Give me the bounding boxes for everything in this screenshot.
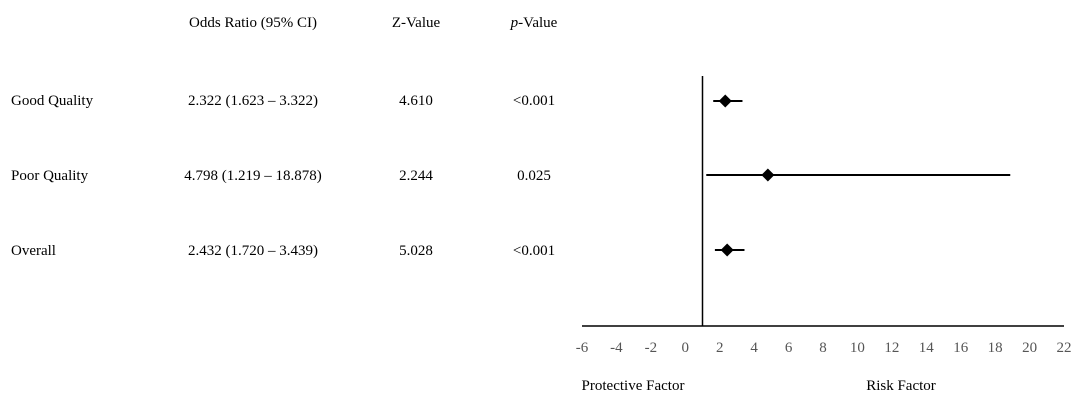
row-label-poor-quality: Poor Quality: [11, 168, 89, 184]
protective-factor-label: Protective Factor: [581, 378, 685, 394]
row-p-poor-quality: 0.025: [517, 168, 551, 184]
x-tick-label: 18: [988, 340, 1003, 356]
x-tick-label: 10: [850, 340, 865, 356]
header-p-value: p-Value: [511, 14, 558, 32]
x-tick-label: 14: [919, 340, 935, 356]
row-or-overall: 2.432 (1.720 – 3.439): [188, 243, 318, 259]
row-z-overall: 5.028: [399, 243, 433, 259]
estimate-marker-good-quality: [718, 94, 732, 108]
header-p-italic: p: [510, 15, 519, 31]
x-tick-label: 22: [1057, 340, 1072, 356]
row-label-good-quality: Good Quality: [11, 93, 94, 109]
x-tick-label: 8: [819, 340, 827, 356]
header-z-value: Z-Value: [391, 15, 441, 31]
x-tick-label: -2: [645, 340, 658, 356]
row-label-overall: Overall: [11, 243, 56, 259]
x-tick-label: 6: [785, 340, 793, 356]
x-tick-label: 16: [953, 340, 969, 356]
row-z-poor-quality: 2.244: [399, 168, 433, 184]
estimate-marker-poor-quality: [761, 168, 775, 182]
row-or-good-quality: 2.322 (1.623 – 3.322): [188, 93, 318, 109]
x-tick-label: 12: [884, 340, 899, 356]
row-p-overall: <0.001: [512, 243, 556, 259]
x-tick-label: 20: [1022, 340, 1037, 356]
x-tick-label: -6: [576, 340, 589, 356]
x-tick-label: 0: [682, 340, 690, 356]
x-tick-label: 4: [750, 340, 758, 356]
header-odds-ratio: Odds Ratio (95% CI): [189, 15, 317, 31]
row-or-poor-quality: 4.798 (1.219 – 18.878): [184, 168, 322, 184]
row-p-good-quality: <0.001: [512, 93, 556, 109]
estimate-marker-overall: [720, 243, 734, 257]
header-p-rest: -Value: [518, 15, 558, 31]
x-tick-label: 2: [716, 340, 724, 356]
x-tick-label: -4: [610, 340, 623, 356]
risk-factor-label: Risk Factor: [866, 378, 936, 394]
row-z-good-quality: 4.610: [399, 93, 433, 109]
